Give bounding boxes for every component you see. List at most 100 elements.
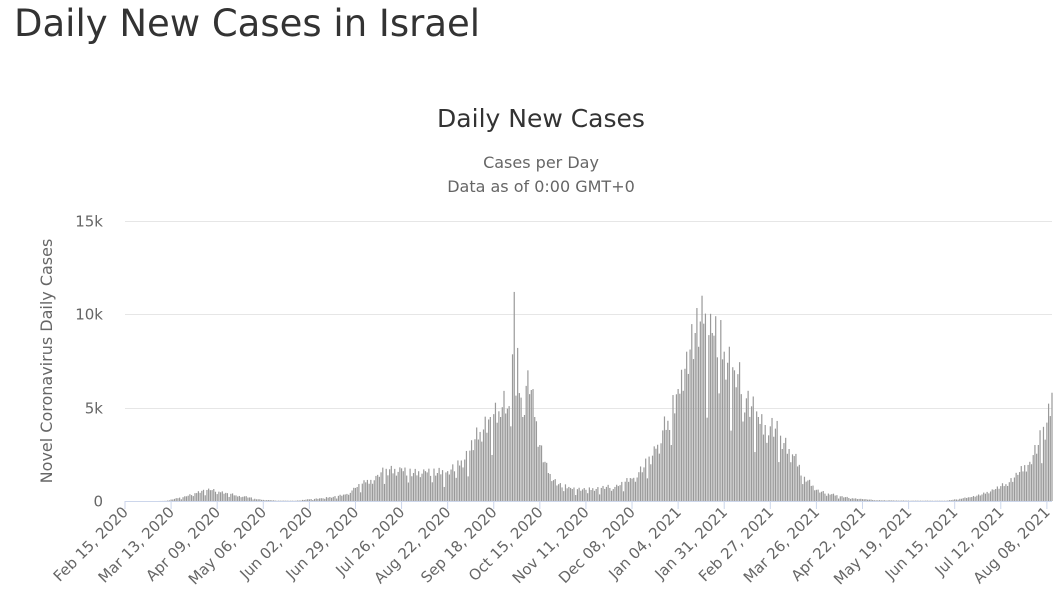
bar[interactable] — [805, 481, 807, 501]
bar[interactable] — [540, 445, 543, 501]
bar[interactable] — [590, 489, 592, 501]
bar[interactable] — [375, 475, 377, 501]
bar[interactable] — [810, 485, 812, 501]
bar[interactable] — [484, 416, 486, 501]
bar[interactable] — [868, 499, 870, 501]
bar[interactable] — [189, 494, 191, 501]
bar[interactable] — [680, 369, 683, 501]
bar[interactable] — [476, 427, 478, 501]
bar[interactable] — [535, 421, 538, 501]
bar[interactable] — [822, 491, 824, 501]
bar[interactable] — [532, 389, 534, 501]
bar[interactable] — [575, 495, 577, 501]
bar[interactable] — [551, 481, 553, 501]
bar[interactable] — [863, 499, 865, 501]
bar[interactable] — [563, 491, 565, 501]
bar[interactable] — [839, 496, 841, 501]
bar[interactable] — [885, 500, 888, 502]
bar[interactable] — [696, 308, 698, 501]
bar[interactable] — [928, 500, 930, 502]
bar[interactable] — [445, 472, 447, 501]
bar[interactable] — [779, 435, 782, 501]
bar[interactable] — [991, 489, 993, 501]
bar[interactable] — [1042, 426, 1045, 501]
bar[interactable] — [1024, 465, 1026, 501]
bar[interactable] — [1013, 477, 1016, 501]
bar[interactable] — [501, 407, 503, 501]
bar[interactable] — [307, 499, 309, 501]
bar[interactable] — [641, 472, 643, 501]
bar[interactable] — [569, 487, 572, 501]
bar[interactable] — [218, 491, 220, 501]
bar[interactable] — [995, 489, 997, 501]
bar[interactable] — [327, 497, 329, 501]
bar[interactable] — [832, 493, 835, 501]
bar[interactable] — [418, 471, 420, 501]
bar[interactable] — [723, 351, 725, 501]
bar[interactable] — [834, 495, 836, 501]
bar[interactable] — [605, 486, 608, 501]
bar[interactable] — [807, 480, 809, 501]
bar[interactable] — [281, 500, 283, 502]
bar[interactable] — [919, 500, 922, 502]
bar[interactable] — [875, 500, 877, 501]
bar[interactable] — [363, 480, 365, 501]
bar[interactable] — [305, 499, 307, 501]
bar[interactable] — [441, 470, 444, 501]
bar[interactable] — [414, 468, 416, 501]
bar[interactable] — [300, 500, 302, 501]
bar[interactable] — [411, 476, 413, 501]
bar[interactable] — [716, 357, 718, 501]
bar[interactable] — [359, 492, 362, 501]
bar[interactable] — [587, 493, 589, 501]
bar[interactable] — [245, 496, 247, 501]
bar[interactable] — [522, 417, 524, 501]
bar[interactable] — [295, 500, 297, 502]
bar[interactable] — [600, 487, 602, 501]
bar[interactable] — [737, 374, 739, 501]
bar[interactable] — [510, 426, 512, 501]
bar[interactable] — [1032, 455, 1034, 501]
bar[interactable] — [443, 486, 445, 501]
bar[interactable] — [238, 495, 240, 501]
bar[interactable] — [361, 483, 363, 501]
bar[interactable] — [740, 394, 742, 501]
bar[interactable] — [387, 475, 389, 501]
bar[interactable] — [908, 500, 910, 502]
bar[interactable] — [808, 479, 811, 501]
bar[interactable] — [614, 486, 616, 501]
bar[interactable] — [206, 489, 208, 501]
bar[interactable] — [482, 429, 485, 501]
bar[interactable] — [380, 472, 382, 501]
bar[interactable] — [815, 489, 818, 501]
bar[interactable] — [713, 335, 715, 501]
bar[interactable] — [894, 500, 896, 502]
bar[interactable] — [390, 465, 392, 501]
bar[interactable] — [1044, 439, 1046, 501]
bar[interactable] — [955, 499, 957, 501]
bar[interactable] — [527, 370, 529, 501]
bar[interactable] — [392, 473, 394, 501]
bar[interactable] — [254, 498, 256, 501]
bar[interactable] — [996, 486, 998, 501]
bar[interactable] — [950, 500, 952, 501]
bar[interactable] — [947, 500, 949, 502]
bar[interactable] — [655, 448, 657, 501]
bar[interactable] — [552, 480, 555, 501]
bar[interactable] — [609, 487, 611, 501]
bar[interactable] — [428, 468, 430, 501]
bar[interactable] — [759, 423, 761, 501]
bar[interactable] — [672, 395, 674, 501]
bar[interactable] — [668, 429, 671, 501]
bar[interactable] — [768, 435, 770, 501]
bar[interactable] — [892, 500, 894, 501]
bar[interactable] — [878, 500, 881, 501]
bar[interactable] — [262, 499, 264, 501]
bar[interactable] — [797, 466, 799, 501]
bar[interactable] — [394, 468, 396, 501]
bar[interactable] — [566, 488, 568, 501]
bar[interactable] — [643, 467, 645, 501]
bar[interactable] — [989, 491, 992, 501]
bar[interactable] — [1039, 430, 1041, 501]
bar[interactable] — [525, 385, 527, 501]
